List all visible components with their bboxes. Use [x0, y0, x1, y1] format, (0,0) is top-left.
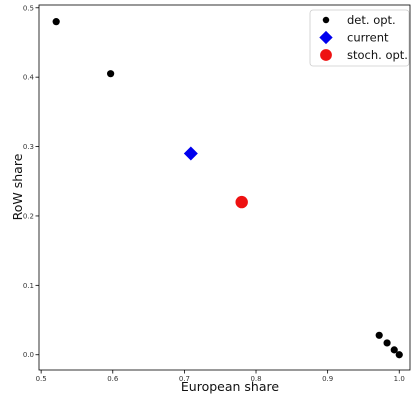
y-tick-label: 0.1	[23, 282, 34, 290]
y-tick-label: 0.5	[23, 4, 34, 12]
y-tick-label: 0.0	[23, 351, 34, 359]
y-tick-label: 0.4	[23, 74, 35, 82]
x-tick-label: 0.9	[322, 375, 333, 383]
point-current	[183, 146, 198, 161]
x-tick-label: 0.5	[36, 375, 47, 383]
point-det-opt	[390, 346, 398, 354]
legend-label-current: current	[347, 31, 389, 45]
x-axis-label: European share	[181, 379, 279, 394]
y-axis-ticks: 0.0 0.1 0.2 0.3 0.4 0.5	[23, 4, 39, 359]
point-stoch-opt	[235, 195, 248, 209]
point-det-opt	[107, 70, 115, 78]
point-det-opt	[383, 339, 391, 347]
y-tick-label: 0.3	[23, 143, 34, 151]
point-det-opt	[52, 18, 60, 26]
legend-label-stoch-opt: stoch. opt.	[347, 48, 408, 62]
x-tick-label: 0.6	[107, 375, 119, 383]
x-tick-label: 1.0	[394, 375, 405, 383]
legend-marker-det-opt	[322, 16, 330, 24]
data-points	[52, 18, 403, 359]
legend-marker-stoch-opt	[320, 49, 332, 61]
y-axis-label: RoW share	[10, 153, 25, 220]
y-tick-label: 0.2	[23, 212, 34, 220]
x-tick-label: 0.8	[250, 375, 261, 383]
point-det-opt	[395, 351, 403, 359]
legend-marker-current	[319, 30, 333, 45]
point-det-opt	[375, 331, 383, 339]
legend-box	[309, 9, 410, 67]
x-axis-ticks: 0.5 0.6 0.7 0.8 0.9 1.0	[36, 370, 405, 383]
x-tick-label: 0.7	[179, 375, 190, 383]
legend: det. opt. current stoch. opt.	[309, 9, 410, 67]
legend-label-det-opt: det. opt.	[347, 13, 396, 27]
